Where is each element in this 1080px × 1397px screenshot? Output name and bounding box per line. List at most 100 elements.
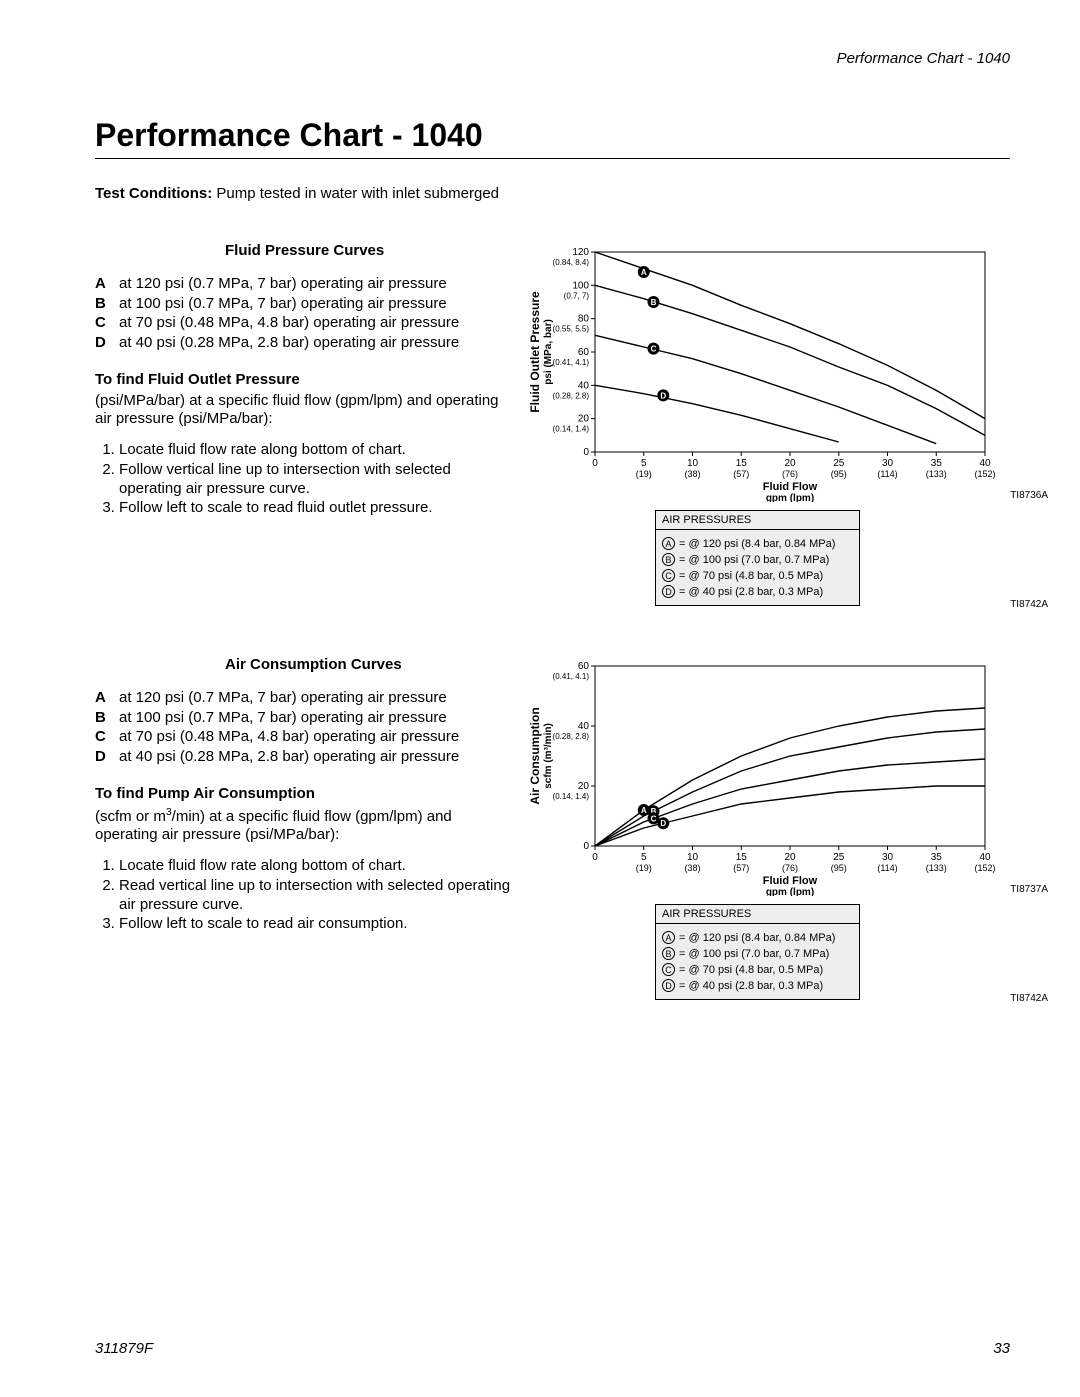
svg-text:(0.55, 5.5): (0.55, 5.5) (553, 325, 590, 334)
svg-text:60: 60 (578, 347, 590, 358)
steps-2: Locate fluid flow rate along bottom of c… (95, 857, 515, 934)
test-cond-label: Test Conditions: (95, 185, 212, 202)
chart-ref-2b: TI8742A (1010, 993, 1048, 1004)
svg-text:(19): (19) (636, 863, 652, 873)
svg-text:(0.84, 8.4): (0.84, 8.4) (553, 258, 590, 267)
legend-circle-icon: A (662, 931, 675, 944)
svg-text:0: 0 (583, 447, 589, 458)
svg-text:(152): (152) (974, 863, 995, 873)
svg-text:Air Consumption: Air Consumption (528, 707, 542, 804)
sub-heading-2: To find Pump Air Consumption (95, 785, 515, 804)
abc-list-2: Aat 120 psi (0.7 MPa, 7 bar) operating a… (95, 689, 515, 767)
legend-circle-icon: D (662, 585, 675, 598)
legend-circle-icon: D (662, 979, 675, 992)
svg-text:5: 5 (641, 852, 647, 863)
legend-text: = @ 40 psi (2.8 bar, 0.3 MPa) (679, 586, 823, 598)
svg-text:C: C (651, 814, 657, 823)
svg-text:100: 100 (572, 280, 589, 291)
svg-text:(0.28, 2.8): (0.28, 2.8) (553, 732, 590, 741)
abc-label: D (95, 334, 111, 353)
svg-text:Fluid Outlet Pressure: Fluid Outlet Pressure (528, 291, 542, 413)
svg-text:5: 5 (641, 458, 647, 469)
svg-text:gpm (lpm): gpm (lpm) (766, 493, 814, 502)
svg-text:(114): (114) (877, 863, 897, 873)
svg-text:(0.41, 4.1): (0.41, 4.1) (553, 358, 590, 367)
svg-text:35: 35 (931, 458, 943, 469)
test-conditions: Test Conditions: Pump tested in water wi… (95, 185, 1010, 202)
chart-ref-1b: TI8742A (1010, 599, 1048, 610)
svg-text:scfm (m³/min): scfm (m³/min) (543, 723, 554, 789)
step-item: Follow vertical line up to intersection … (119, 461, 515, 499)
abc-text: at 100 psi (0.7 MPa, 7 bar) operating ai… (119, 709, 447, 728)
legend-text: = @ 100 psi (7.0 bar, 0.7 MPa) (679, 948, 829, 960)
svg-text:35: 35 (931, 852, 943, 863)
svg-text:20: 20 (784, 458, 796, 469)
step-item: Locate fluid flow rate along bottom of c… (119, 441, 515, 460)
svg-text:40: 40 (578, 721, 590, 732)
svg-text:Fluid Flow: Fluid Flow (763, 481, 818, 493)
abc-label: B (95, 709, 111, 728)
legend-circle-icon: A (662, 537, 675, 550)
svg-text:(38): (38) (684, 469, 700, 479)
para-2: (scfm or m3/min) at a specific fluid flo… (95, 806, 515, 846)
sub-heading-1: To find Fluid Outlet Pressure (95, 371, 515, 390)
section-fluid-pressure: Fluid Pressure Curves Aat 120 psi (0.7 M… (95, 242, 1010, 606)
svg-text:(133): (133) (926, 469, 947, 479)
legend-text: = @ 100 psi (7.0 bar, 0.7 MPa) (679, 554, 829, 566)
svg-text:(57): (57) (733, 469, 749, 479)
legend-text: = @ 120 psi (8.4 bar, 0.84 MPa) (679, 538, 835, 550)
svg-text:Fluid Flow: Fluid Flow (763, 875, 818, 887)
svg-text:0: 0 (592, 852, 598, 863)
svg-text:0: 0 (592, 458, 598, 469)
svg-text:D: D (660, 819, 666, 828)
svg-text:40: 40 (979, 852, 991, 863)
svg-text:B: B (651, 298, 657, 307)
svg-text:25: 25 (833, 458, 845, 469)
svg-text:120: 120 (572, 247, 589, 258)
svg-text:(57): (57) (733, 863, 749, 873)
svg-text:(0.7, 7): (0.7, 7) (564, 291, 590, 300)
svg-text:(0.14, 1.4): (0.14, 1.4) (553, 425, 590, 434)
svg-text:(76): (76) (782, 469, 798, 479)
svg-text:0: 0 (583, 841, 589, 852)
legend-circle-icon: B (662, 947, 675, 960)
step-item: Follow left to scale to read fluid outle… (119, 499, 515, 518)
legend-text: = @ 40 psi (2.8 bar, 0.3 MPa) (679, 980, 823, 992)
para-1: (psi/MPa/bar) at a specific fluid flow (… (95, 392, 515, 430)
svg-text:(152): (152) (974, 469, 995, 479)
step-item: Locate fluid flow rate along bottom of c… (119, 857, 515, 876)
page-header: Performance Chart - 1040 (95, 50, 1010, 67)
abc-text: at 70 psi (0.48 MPa, 4.8 bar) operating … (119, 314, 459, 333)
svg-text:(95): (95) (831, 469, 847, 479)
svg-text:20: 20 (784, 852, 796, 863)
legend-box-1: AIR PRESSURES A= @ 120 psi (8.4 bar, 0.8… (655, 510, 860, 606)
legend-text: = @ 120 psi (8.4 bar, 0.84 MPa) (679, 932, 835, 944)
svg-text:(114): (114) (877, 469, 897, 479)
svg-text:(76): (76) (782, 863, 798, 873)
svg-text:(0.28, 2.8): (0.28, 2.8) (553, 391, 590, 400)
svg-text:30: 30 (882, 458, 894, 469)
svg-text:(38): (38) (684, 863, 700, 873)
abc-text: at 120 psi (0.7 MPa, 7 bar) operating ai… (119, 275, 447, 294)
chart-ref-1a: TI8736A (1010, 490, 1048, 501)
section-air-consumption: Air Consumption Curves Aat 120 psi (0.7 … (95, 656, 1010, 1000)
svg-text:40: 40 (979, 458, 991, 469)
step-item: Read vertical line up to intersection wi… (119, 877, 515, 915)
svg-text:C: C (651, 345, 657, 354)
svg-text:gpm (lpm): gpm (lpm) (766, 887, 814, 896)
svg-text:20: 20 (578, 781, 590, 792)
abc-label: C (95, 314, 111, 333)
legend-header-2: AIR PRESSURES (656, 905, 859, 924)
chart-ref-2a: TI8737A (1010, 884, 1048, 895)
legend-circle-icon: C (662, 963, 675, 976)
svg-text:10: 10 (687, 852, 699, 863)
abc-text: at 70 psi (0.48 MPa, 4.8 bar) operating … (119, 728, 459, 747)
svg-text:A: A (641, 806, 647, 815)
page-footer: 311879F 33 (95, 1340, 1010, 1357)
svg-text:D: D (660, 391, 666, 400)
svg-text:A: A (641, 268, 647, 277)
svg-text:20: 20 (578, 414, 590, 425)
abc-label: A (95, 689, 111, 708)
footer-left: 311879F (95, 1340, 153, 1357)
legend-circle-icon: B (662, 553, 675, 566)
